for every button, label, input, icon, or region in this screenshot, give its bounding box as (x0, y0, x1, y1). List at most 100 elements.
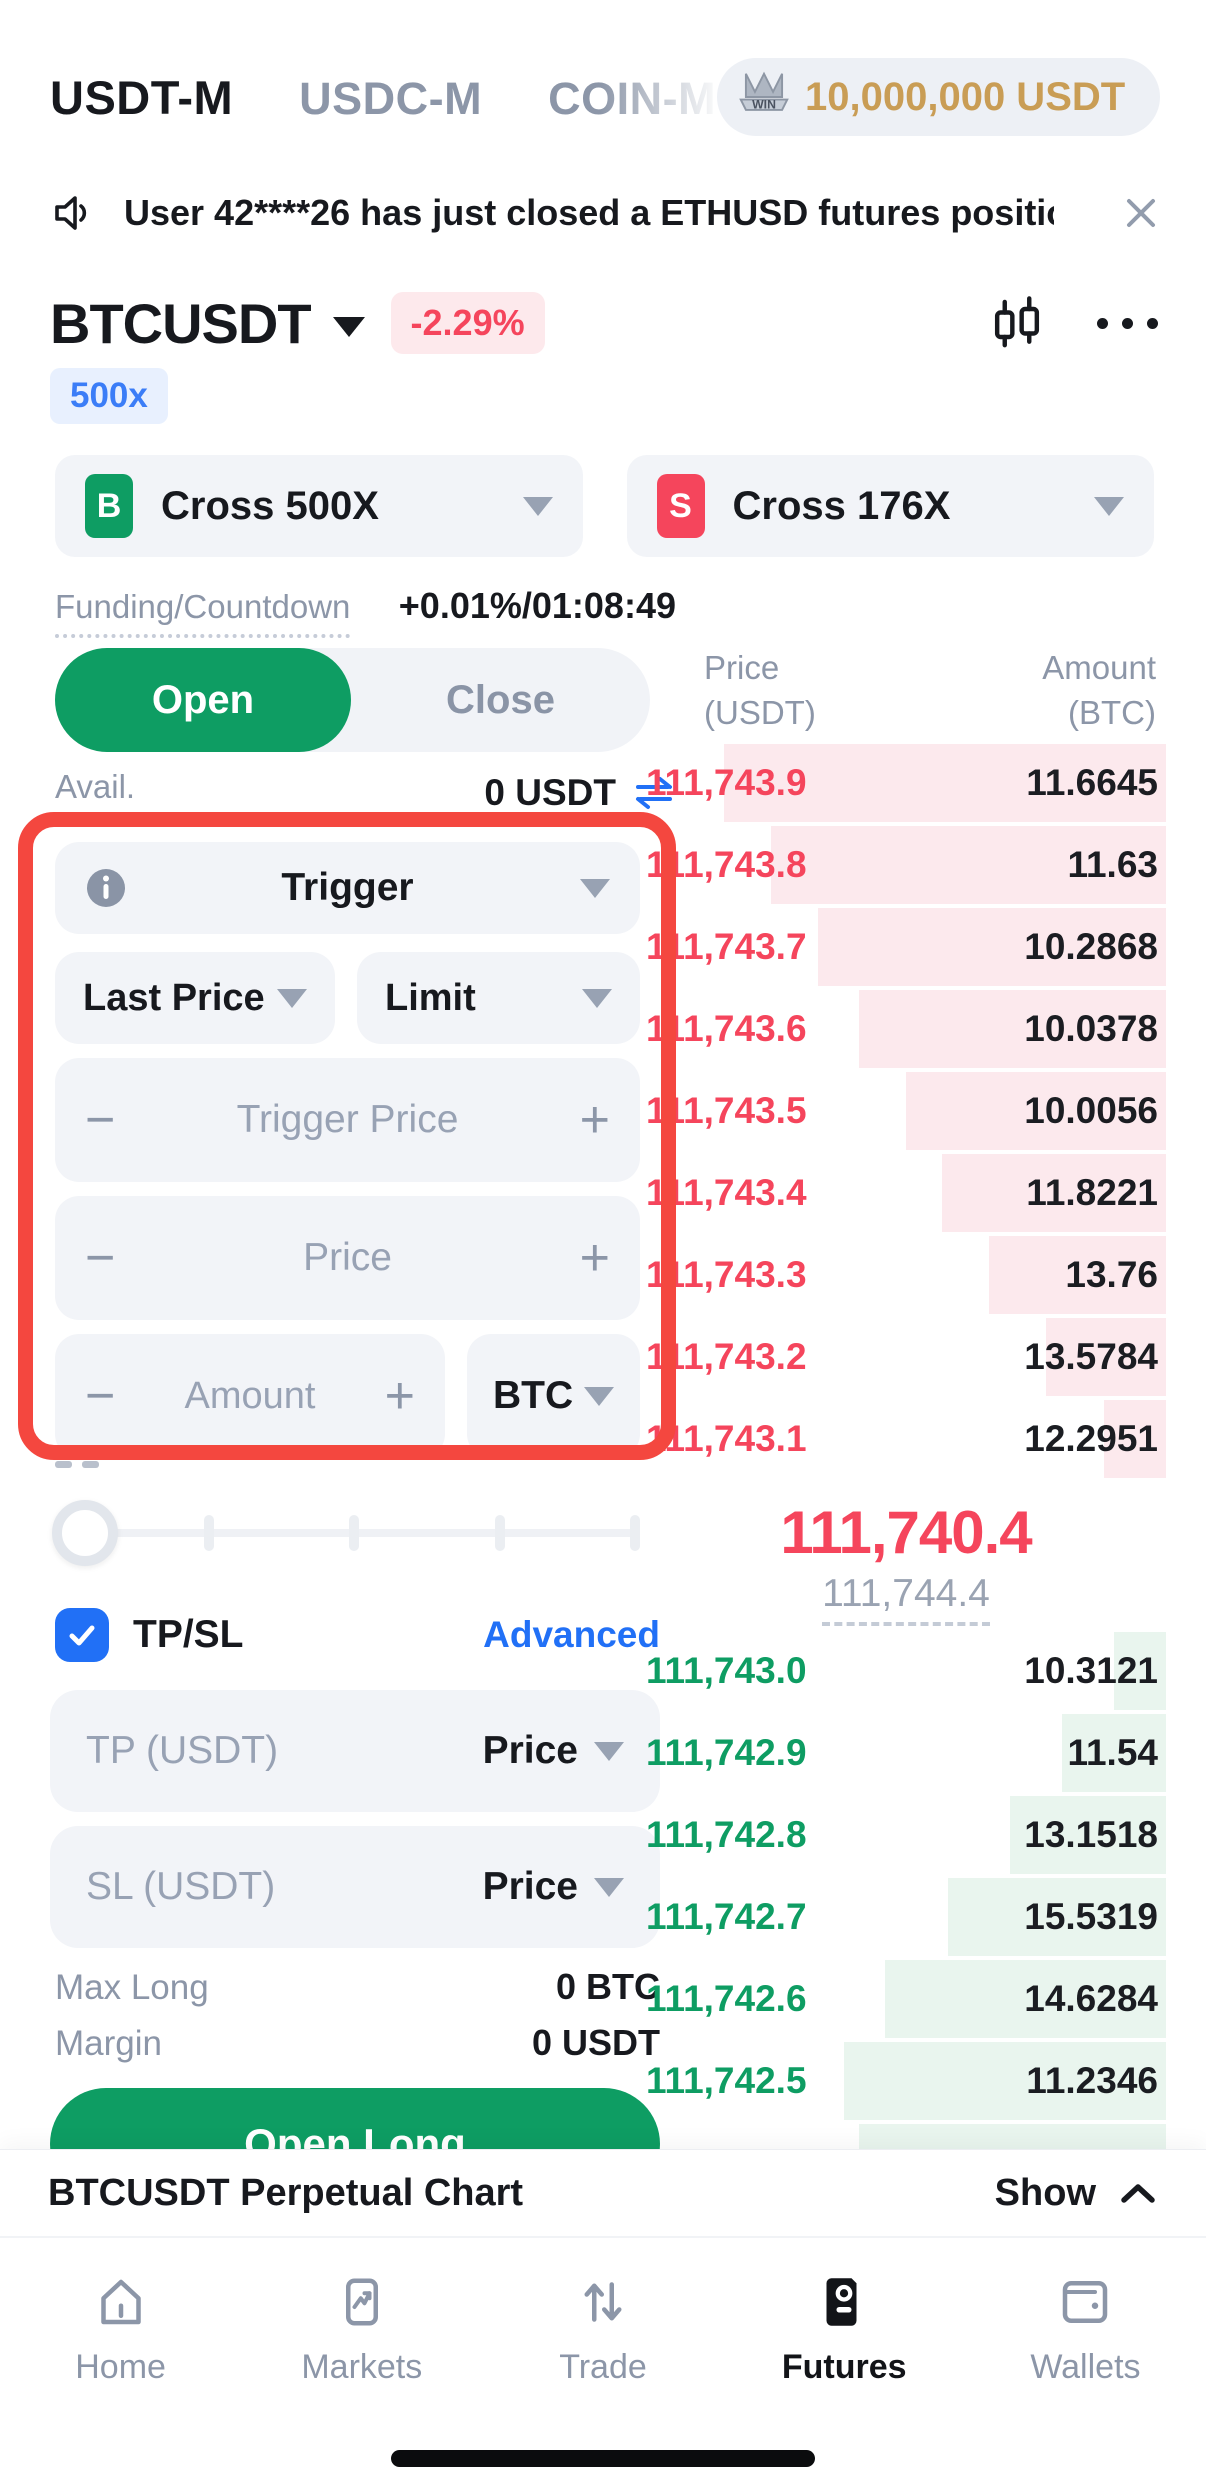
hidden-label-dashes (55, 1461, 99, 1468)
price-placeholder: Price (303, 1236, 392, 1279)
partial-bid-row (646, 2122, 1166, 2152)
promo-amount: 10,000,000 USDT (805, 74, 1126, 119)
max-long-label: Max Long (55, 1968, 209, 2007)
ask-row[interactable]: 111,743.5 10.0056 (646, 1070, 1166, 1152)
trigger-price-input[interactable]: − Trigger Price + (55, 1058, 640, 1182)
minus-stepper-icon[interactable]: − (85, 1229, 116, 1287)
sl-mode-select[interactable]: Price (483, 1865, 624, 1909)
avail-label[interactable]: Avail. (55, 768, 136, 818)
promo-banner[interactable]: WIN 10,000,000 USDT (717, 58, 1160, 136)
advanced-link[interactable]: Advanced (483, 1614, 660, 1655)
ask-row[interactable]: 111,743.1 12.2951 (646, 1398, 1166, 1480)
avail-value: 0 USDT (484, 772, 616, 813)
chevron-down-icon (580, 878, 610, 898)
ask-row[interactable]: 111,743.8 11.63 (646, 824, 1166, 906)
buy-side-badge: B (85, 474, 133, 538)
amount-unit: (BTC) (1068, 694, 1156, 731)
wallets-icon (1063, 2281, 1108, 2323)
tp-mode-value: Price (482, 1729, 578, 1772)
price-unit: (USDT) (704, 694, 816, 731)
more-menu-icon[interactable] (1097, 317, 1158, 329)
close-tab[interactable]: Close (446, 677, 555, 722)
take-profit-input[interactable]: TP (USDT) Price (50, 1690, 660, 1812)
price-change-badge: -2.29% (390, 292, 545, 354)
ask-row[interactable]: 111,743.4 11.8221 (646, 1152, 1166, 1234)
price-input[interactable]: − Price + (55, 1196, 640, 1320)
stop-loss-input[interactable]: SL (USDT) Price (50, 1826, 660, 1948)
chart-bottom-sheet: BTCUSDT Perpetual Chart Show (0, 2150, 1206, 2236)
chevron-down-icon (1094, 496, 1124, 516)
bid-row[interactable]: 111,742.6 14.6284 (646, 1958, 1166, 2040)
tpsl-checkbox[interactable] (55, 1608, 109, 1662)
chart-toggle-label: Show (994, 2171, 1096, 2214)
unit-select[interactable]: BTC (467, 1334, 640, 1458)
amount-slider[interactable] (52, 1500, 640, 1566)
chart-toggle[interactable]: Show (995, 2172, 1158, 2215)
open-tab[interactable]: Open (55, 648, 351, 752)
announcement-bar: User 42****26 has just closed a ETHUSD f… (50, 180, 1162, 246)
buy-margin-mode-select[interactable]: B Cross 500X (55, 455, 583, 557)
trade-icon (584, 2282, 622, 2322)
tpsl-label: TP/SL (133, 1613, 244, 1656)
ask-row[interactable]: 111,743.9 11.6645 (646, 742, 1166, 824)
home-indicator (391, 2450, 815, 2467)
nav-futures[interactable]: Futures (724, 2238, 965, 2387)
trigger-basis-select[interactable]: Last Price (55, 952, 335, 1044)
index-price[interactable]: 111,744.4 (822, 1572, 990, 1626)
nav-home[interactable]: Home (0, 2238, 241, 2387)
nav-wallets-label: Wallets (1030, 2348, 1141, 2386)
slider-handle[interactable] (52, 1500, 118, 1566)
win-trophy-icon: WIN (739, 71, 789, 112)
tp-placeholder: TP (USDT) (86, 1729, 279, 1772)
price-header: Price (704, 649, 780, 686)
bid-row[interactable]: 111,743.0 10.3121 (646, 1630, 1166, 1712)
slider-tick (349, 1515, 359, 1551)
nav-wallets[interactable]: Wallets (965, 2238, 1206, 2387)
bid-row[interactable]: 111,742.7 15.5319 (646, 1876, 1166, 1958)
ask-row[interactable]: 111,743.7 10.2868 (646, 906, 1166, 988)
svg-text:WIN: WIN (752, 98, 776, 112)
info-icon[interactable] (85, 867, 127, 909)
slider-tick (630, 1515, 640, 1551)
margin-label: Margin (55, 2024, 162, 2063)
minus-stepper-icon[interactable]: − (85, 1367, 116, 1425)
ask-row[interactable]: 111,743.3 13.76 (646, 1234, 1166, 1316)
close-icon[interactable] (1120, 192, 1162, 234)
nav-trade[interactable]: Trade (482, 2238, 723, 2387)
order-type-select[interactable]: Trigger (55, 842, 640, 934)
chevron-down-icon (522, 496, 553, 516)
plus-stepper-icon[interactable]: + (579, 1091, 610, 1149)
home-icon (100, 2279, 141, 2325)
bid-row[interactable]: 111,742.8 13.1518 (646, 1794, 1166, 1876)
symbol-dropdown-caret-icon[interactable] (332, 317, 365, 337)
orderbook-header: Price (USDT) Amount (BTC) (704, 645, 1156, 735)
max-long-row: Max Long 0 BTC (55, 1966, 660, 2008)
sell-mode-label: Cross 176X (732, 483, 951, 528)
transfer-swap-icon[interactable] (632, 775, 676, 811)
plus-stepper-icon[interactable]: + (579, 1229, 610, 1287)
nav-markets[interactable]: Markets (241, 2238, 482, 2387)
ask-row[interactable]: 111,743.6 10.0378 (646, 988, 1166, 1070)
slider-tick (494, 1515, 505, 1551)
tab-usdt-m[interactable]: USDT-M (50, 71, 234, 124)
unit-value: BTC (493, 1374, 574, 1417)
plus-stepper-icon[interactable]: + (384, 1367, 415, 1425)
candlestick-chart-icon[interactable] (989, 295, 1045, 351)
tab-usdc-m[interactable]: USDC-M (299, 73, 483, 124)
symbol-name[interactable]: BTCUSDT (50, 291, 312, 355)
funding-value: +0.01%/01:08:49 (398, 585, 676, 626)
sell-margin-mode-select[interactable]: S Cross 176X (626, 455, 1154, 557)
tp-mode-select[interactable]: Price (483, 1729, 624, 1773)
buy-mode-label: Cross 500X (161, 483, 379, 528)
ask-row[interactable]: 111,743.2 13.5784 (646, 1316, 1166, 1398)
minus-stepper-icon[interactable]: − (85, 1091, 116, 1149)
execution-type-select[interactable]: Limit (357, 952, 640, 1044)
order-type-value: Trigger (281, 866, 414, 909)
amount-input[interactable]: − Amount + (55, 1334, 445, 1458)
bid-row[interactable]: 111,742.5 11.2346 (646, 2040, 1166, 2122)
bid-row[interactable]: 111,742.9 11.54 (646, 1712, 1166, 1794)
speaker-icon (55, 196, 87, 230)
trigger-basis-value: Last Price (83, 976, 265, 1019)
funding-label[interactable]: Funding/Countdown (55, 588, 351, 638)
announcement-text[interactable]: User 42****26 has just closed a ETHUSD f… (124, 192, 1054, 233)
